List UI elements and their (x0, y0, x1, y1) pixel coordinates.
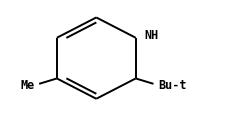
Text: NH: NH (145, 29, 159, 42)
Text: Me: Me (20, 79, 35, 91)
Text: Bu-t: Bu-t (158, 79, 186, 91)
